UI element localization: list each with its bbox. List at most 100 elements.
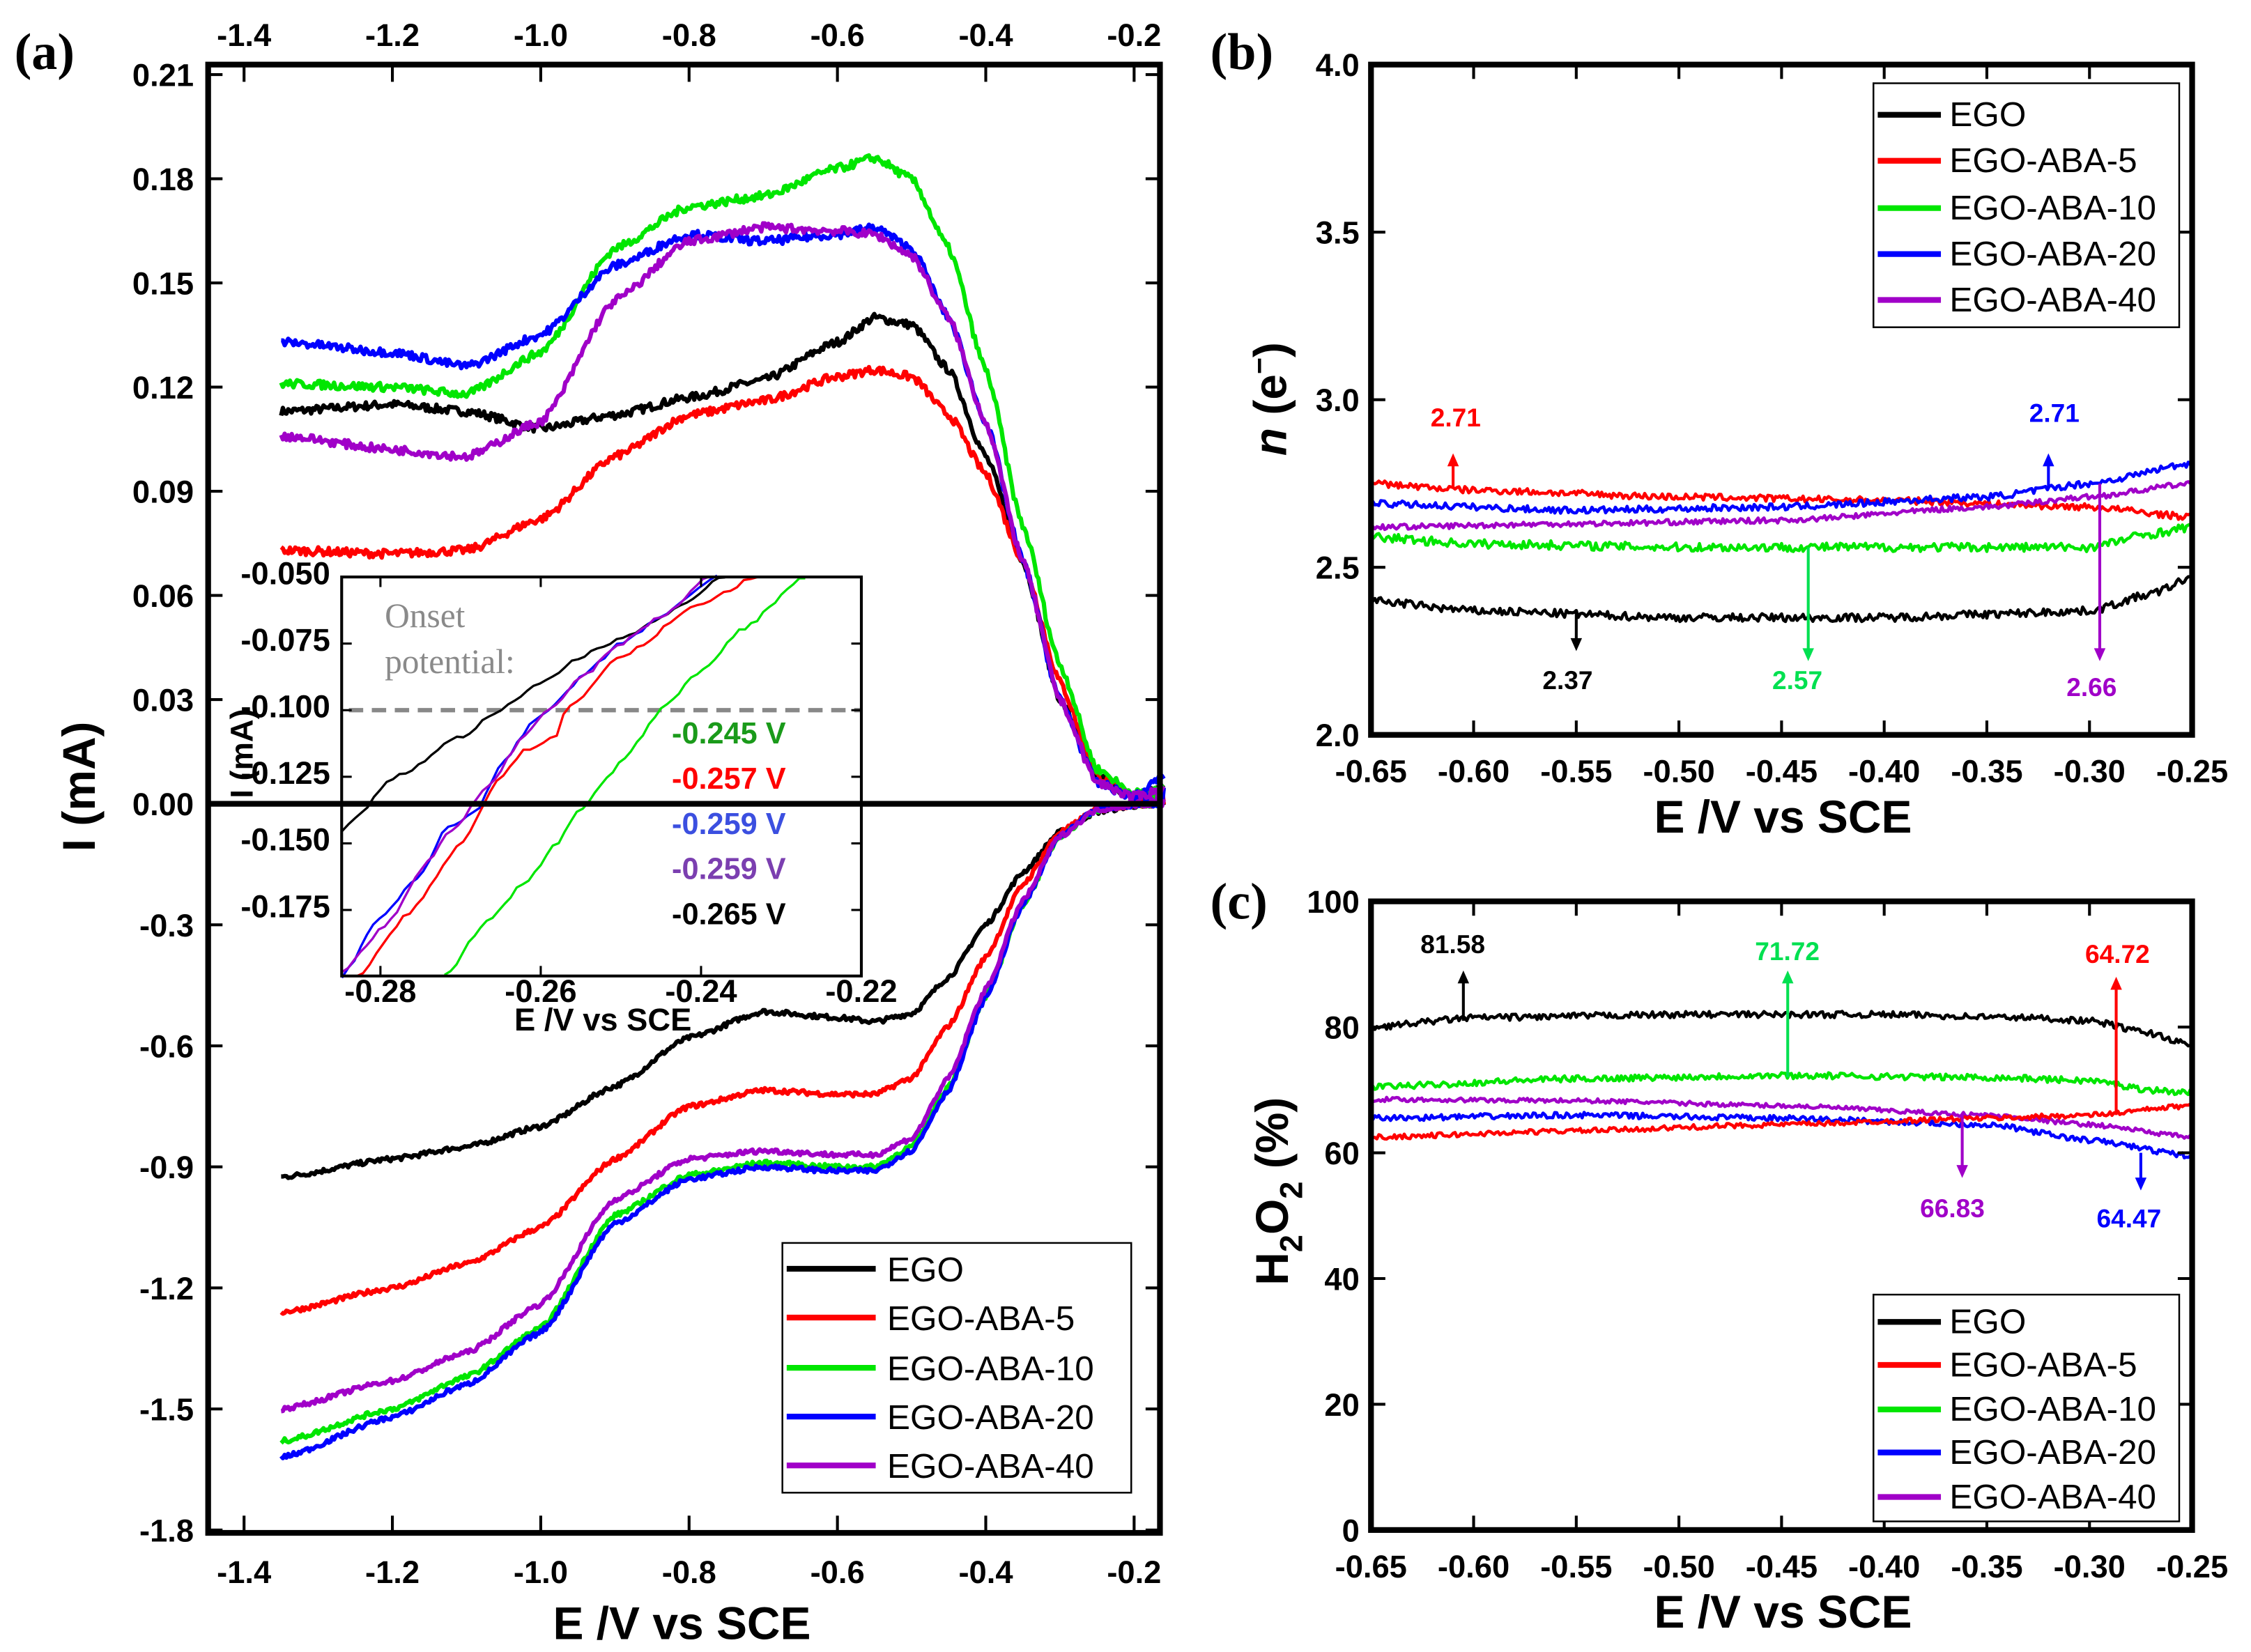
series-EGO-ABA-5-anodic — [279, 364, 1165, 802]
annotation-label: 71.72 — [1755, 936, 1820, 966]
y-axis-label-close: ) — [1245, 342, 1296, 357]
x-tick-label: -0.6 — [810, 1554, 865, 1590]
series-EGO-ABA-10-anodic — [279, 153, 1166, 799]
series-EGO-ABA-40 — [1370, 479, 2194, 532]
y-axis-label-n: n — [1245, 428, 1296, 456]
x-tick-label: -0.35 — [1951, 754, 2022, 789]
y-axis-label-unit: (e — [1245, 374, 1296, 428]
panel-label-a: (a) — [15, 24, 75, 81]
y-tick-label: 0.00 — [132, 787, 194, 822]
legend: EGO EGO-ABA-5 EGO-ABA-10 EGO-ABA-20 EGO-ABA-… — [781, 1242, 1132, 1494]
x-tick-label: -0.25 — [2156, 1549, 2228, 1584]
y-axis-label-part: (%) — [1246, 1097, 1298, 1182]
annotation-arrowhead — [1781, 970, 1794, 984]
inset-series-EGO-ABA-5 — [355, 576, 758, 978]
series-EGO-cathodic — [280, 794, 1166, 1180]
y-tick-label: -0.3 — [139, 908, 194, 943]
x-tick-label: -1.0 — [514, 1554, 568, 1590]
annotation-EGO-ABA-20: 2.71 — [2029, 399, 2080, 487]
x-tick-label: -0.50 — [1643, 754, 1714, 789]
inset-series-EGO-ABA-10 — [444, 577, 806, 976]
legend-label-EGO-ABA-10: EGO-ABA-10 — [1949, 189, 2156, 227]
x-axis-label: E /V vs SCE — [1654, 791, 1912, 842]
y-axis-label: I (mA) — [53, 721, 105, 851]
annotation-label: 2.71 — [2029, 399, 2080, 428]
plot-frame — [1368, 898, 2195, 1534]
legend-label-EGO-ABA-5: EGO-ABA-5 — [887, 1299, 1075, 1338]
legend-label-EGO-ABA-20: EGO-ABA-20 — [1949, 1433, 2156, 1472]
x-tick-label: -0.50 — [1643, 1549, 1714, 1584]
annotation-EGO-ABA-40: 2.66 — [2066, 483, 2116, 702]
y-tick-label: 0.03 — [132, 683, 194, 718]
legend-label-EGO-ABA-5: EGO-ABA-5 — [1949, 141, 2137, 180]
panel-label: (b) — [1211, 24, 1274, 81]
inset-y-tick-label: -0.150 — [240, 822, 330, 858]
y-tick-label: -0.6 — [139, 1028, 194, 1064]
x-tick-label: -0.8 — [662, 1554, 716, 1590]
series-EGO — [1369, 575, 2194, 624]
annotation-label: 2.71 — [1431, 403, 1481, 432]
x-tick-label: -0.60 — [1438, 754, 1509, 789]
y-tick-label: 20 — [1324, 1387, 1359, 1423]
x-tick-label-top: -0.8 — [662, 17, 716, 53]
y-tick-label: 40 — [1324, 1261, 1359, 1297]
y-axis-label-part: 2 — [1273, 1235, 1309, 1252]
legend-label-EGO: EGO — [887, 1251, 964, 1289]
series-EGO-ABA-5-cathodic — [279, 784, 1167, 1316]
x-tick-label: -0.65 — [1335, 754, 1407, 789]
annotation-label: 2.66 — [2066, 672, 2116, 702]
inset-x-tick-label: -0.22 — [825, 973, 897, 1009]
x-tick-label: -0.55 — [1540, 754, 1612, 789]
annotation-arrowhead — [1956, 1165, 1968, 1178]
legend-label-EGO: EGO — [1949, 1303, 2026, 1341]
y-axis-label-part: O — [1246, 1199, 1298, 1235]
y-tick-label: 3.5 — [1316, 215, 1360, 251]
x-axis-label: E /V vs SCE — [553, 1597, 810, 1649]
y-tick-label: 100 — [1307, 884, 1360, 920]
annotation-arrowhead — [2093, 648, 2106, 661]
x-tick-label: -1.2 — [365, 1554, 420, 1590]
legend-label-EGO-ABA-10: EGO-ABA-10 — [887, 1350, 1094, 1388]
x-tick-label: -0.60 — [1438, 1549, 1509, 1584]
y-tick-label: 0.18 — [132, 162, 194, 197]
plot-frame-a — [205, 61, 1163, 1536]
legend-label-EGO-ABA-20: EGO-ABA-20 — [887, 1398, 1094, 1437]
annotation-EGO-ABA-10: 2.57 — [1772, 547, 1822, 695]
inset-title-line2: potential: — [385, 642, 515, 681]
series-EGO — [1370, 1010, 2193, 1048]
y-tick-label: -1.2 — [139, 1271, 194, 1306]
inset-y-axis-label: I (mA) — [224, 709, 260, 798]
panel-label: (c) — [1211, 873, 1268, 930]
x-tick-label: -0.30 — [2054, 1549, 2126, 1584]
x-tick-label: -0.30 — [2054, 754, 2126, 789]
y-tick-label: 0.15 — [132, 266, 194, 302]
annotation-label: 2.37 — [1542, 665, 1592, 695]
x-tick-label: -0.35 — [1951, 1549, 2022, 1584]
onset-value-EGO-ABA-20: -0.259 V — [672, 808, 786, 841]
annotation-label: 64.47 — [2097, 1203, 2162, 1233]
inset-y-tick-label: -0.125 — [240, 755, 330, 791]
y-tick-label: 0 — [1342, 1513, 1360, 1548]
x-tick-label: -0.4 — [958, 1554, 1013, 1590]
y-tick-label: 2.5 — [1316, 550, 1360, 586]
series-EGO-ABA-10 — [1369, 523, 2192, 553]
annotation-label: 66.83 — [1920, 1194, 1985, 1223]
inset-y-tick-label: -0.050 — [240, 555, 330, 591]
inset-background — [341, 577, 861, 976]
x-tick-label: -0.45 — [1746, 754, 1818, 789]
inset-x-tick-label: -0.24 — [665, 973, 737, 1009]
inset-x-axis-label: E /V vs SCE — [514, 1002, 691, 1037]
y-tick-label: 2.0 — [1316, 718, 1360, 753]
legend: EGO EGO-ABA-5 EGO-ABA-10 EGO-ABA-20 EGO-ABA-… — [1872, 1293, 2181, 1522]
y-tick-label: -1.8 — [139, 1513, 194, 1548]
y-tick-label: -0.9 — [139, 1150, 194, 1185]
y-axis-label-sup: − — [1243, 357, 1275, 374]
inset-series-EGO-ABA-40 — [341, 576, 710, 973]
y-tick-label: 4.0 — [1316, 47, 1360, 83]
panel-c: (c) 81.58 71.72 64.72 66.83 64.47 -0.65 -0.60 -0… — [1211, 873, 2229, 1637]
y-tick-label: 3.0 — [1316, 383, 1360, 418]
y-axis-label: H2O2 (%) — [1246, 1097, 1309, 1286]
x-tick-label: -0.2 — [1107, 1554, 1161, 1590]
y-tick-label: 60 — [1324, 1136, 1359, 1171]
legend-label-EGO: EGO — [1949, 95, 2026, 134]
